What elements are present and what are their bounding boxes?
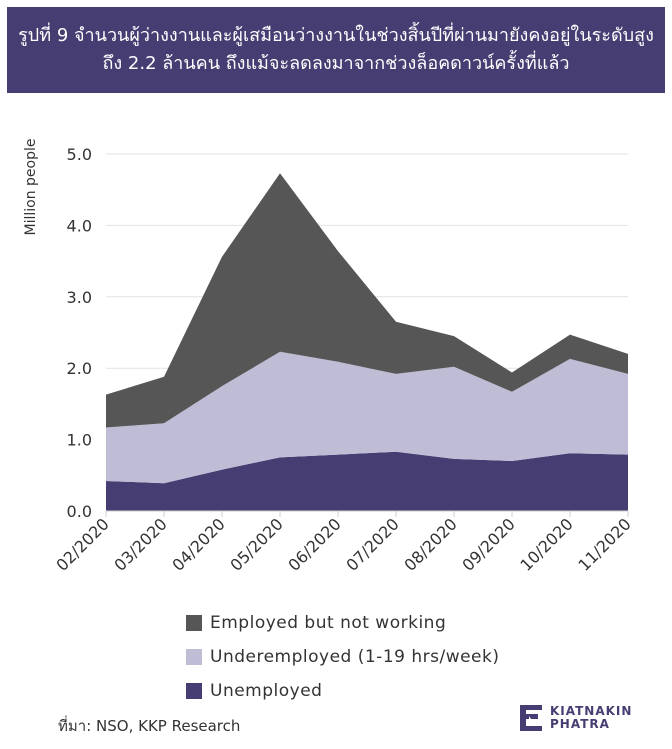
y-tick-label: 5.0 bbox=[67, 145, 92, 164]
y-tick-label: 3.0 bbox=[67, 288, 92, 307]
area-employed-but-not-working bbox=[106, 173, 628, 428]
legend-swatch-unemployed bbox=[186, 683, 202, 699]
x-tick-label: 08/2020 bbox=[400, 514, 460, 574]
x-tick-label: 06/2020 bbox=[284, 514, 344, 574]
x-tick-label: 02/2020 bbox=[52, 514, 112, 574]
stacked-area-chart: 0.01.02.03.04.05.002/202003/202004/20200… bbox=[23, 139, 635, 575]
y-tick-label: 2.0 bbox=[67, 359, 92, 378]
area-unemployed bbox=[106, 451, 628, 511]
x-tick-label: 07/2020 bbox=[342, 514, 402, 574]
x-tick-label: 04/2020 bbox=[168, 514, 228, 574]
legend-label-unemployed: Unemployed bbox=[210, 681, 323, 701]
legend-label-underemployed: Underemployed (1-19 hrs/week) bbox=[210, 647, 500, 667]
y-tick-label: 0.0 bbox=[67, 502, 92, 521]
legend-label-employed-not-working: Employed but not working bbox=[210, 613, 447, 633]
x-tick-label: 05/2020 bbox=[226, 514, 286, 574]
y-tick-label: 1.0 bbox=[67, 431, 92, 450]
chart-title-banner: รูปที่ 9 จำนวนผู้ว่างงานและผู้เสมือนว่าง… bbox=[7, 7, 665, 93]
x-tick-label: 03/2020 bbox=[110, 514, 170, 574]
legend-item-unemployed: Unemployed bbox=[186, 674, 500, 708]
kkp-logo-mark-icon bbox=[520, 705, 542, 731]
x-tick-label: 10/2020 bbox=[516, 514, 576, 574]
x-tick-label: 09/2020 bbox=[458, 514, 518, 574]
chart-title-line-2: ถึง 2.2 ล้านคน ถึงแม้จะลดลงมาจากช่วงล็อค… bbox=[102, 53, 570, 74]
legend-item-employed-not-working: Employed but not working bbox=[186, 606, 500, 640]
y-tick-label: 4.0 bbox=[67, 216, 92, 235]
legend-swatch-employed-not-working bbox=[186, 615, 202, 631]
legend-item-underemployed: Underemployed (1-19 hrs/week) bbox=[186, 640, 500, 674]
chart-legend: Employed but not working Underemployed (… bbox=[186, 606, 500, 708]
x-tick-label: 11/2020 bbox=[574, 514, 634, 574]
logo-text-line-1: KIATNAKIN bbox=[550, 704, 633, 718]
kiatnakin-phatra-logo: KIATNAKIN PHATRA bbox=[518, 703, 632, 733]
y-axis-label: Million people bbox=[23, 139, 39, 236]
source-note: ที่มา: NSO, KKP Research bbox=[58, 717, 241, 735]
area-underemployed-1-19-hrs-week bbox=[106, 351, 628, 484]
legend-swatch-underemployed bbox=[186, 649, 202, 665]
logo-text-line-2: PHATRA bbox=[550, 717, 610, 731]
chart-title-line-1: รูปที่ 9 จำนวนผู้ว่างงานและผู้เสมือนว่าง… bbox=[18, 25, 654, 46]
